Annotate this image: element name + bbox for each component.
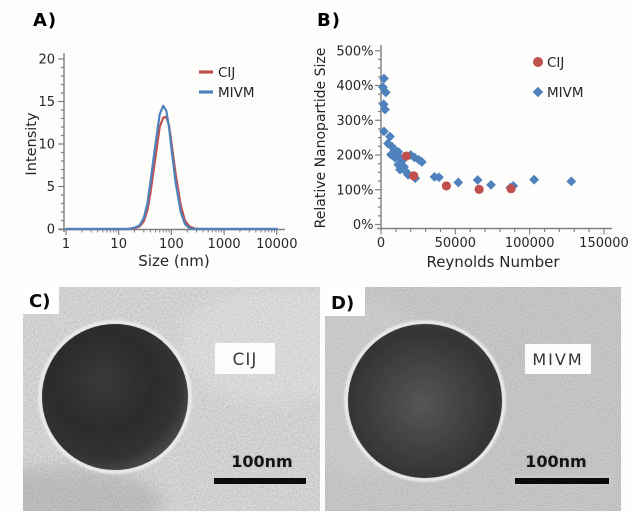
svg-text:1: 1	[62, 237, 70, 252]
svg-text:50000: 50000	[435, 236, 476, 251]
tem-image-mivm: D) MIVM 100nm	[325, 287, 621, 511]
svg-text:300%: 300%	[336, 114, 373, 129]
tem-d-annotation: MIVM	[532, 350, 583, 369]
scale-bar-c	[214, 478, 306, 484]
panel-d-label-box	[325, 287, 365, 316]
svg-text:200%: 200%	[336, 149, 373, 164]
svg-text:MIVM: MIVM	[547, 85, 584, 101]
nanoparticle-rim-c	[38, 320, 192, 474]
tem-c-annotation: CIJ	[233, 350, 258, 370]
svg-text:500%: 500%	[336, 44, 373, 59]
scale-bar-d	[515, 478, 609, 484]
svg-text:150000: 150000	[579, 236, 629, 251]
nanoparticle-rim-d	[344, 320, 506, 482]
panel-c-label-box	[23, 287, 59, 314]
svg-text:MIVM: MIVM	[218, 85, 255, 101]
svg-text:10: 10	[110, 237, 127, 252]
svg-text:CIJ: CIJ	[547, 55, 564, 71]
tem-c-annotation-box	[215, 343, 275, 374]
svg-text:0: 0	[47, 223, 55, 238]
svg-text:15: 15	[38, 95, 55, 110]
tem-image-cij: C) CIJ 100nm	[23, 287, 320, 511]
panel-a-label: A)	[33, 10, 58, 31]
svg-text:Reynolds Number: Reynolds Number	[426, 253, 560, 271]
svg-text:Relative Nanopartide Size: Relative Nanopartide Size	[313, 48, 329, 229]
svg-text:Intensity: Intensity	[24, 112, 40, 176]
svg-text:CIJ: CIJ	[218, 65, 235, 81]
scale-label-c: 100nm	[231, 452, 292, 471]
scale-label-d: 100nm	[525, 452, 586, 471]
svg-text:100000: 100000	[505, 236, 555, 251]
svg-text:100%: 100%	[336, 183, 373, 198]
svg-text:5: 5	[47, 180, 55, 195]
svg-text:Size (nm): Size (nm)	[138, 252, 209, 270]
svg-text:10: 10	[38, 138, 55, 153]
svg-text:400%: 400%	[336, 79, 373, 94]
svg-text:0%: 0%	[353, 218, 374, 233]
svg-text:100: 100	[159, 237, 184, 252]
tem-d-annotation-box	[525, 344, 591, 374]
svg-text:20: 20	[38, 53, 55, 68]
panel-b-label: B)	[317, 10, 341, 31]
panel-d-label: D)	[331, 293, 354, 314]
dls-size-distribution-chart: 0 5 10 15 20 1 10 100 1000 10000 Intensity Size (nm…	[24, 53, 297, 271]
panel-c-label: C)	[29, 291, 50, 312]
reynolds-scatter-chart: 0% 100% 200% 300% 400% 500% 0 50000 100000 150000…	[313, 44, 629, 271]
svg-text:10000: 10000	[256, 237, 297, 252]
svg-text:0: 0	[377, 236, 385, 251]
svg-text:1000: 1000	[208, 237, 241, 252]
